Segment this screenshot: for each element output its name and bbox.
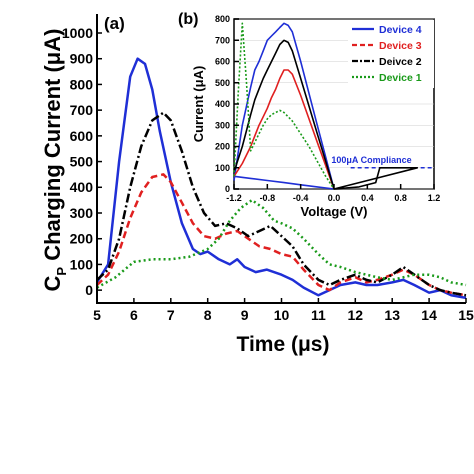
legend-label: Device 1: [379, 72, 422, 84]
y-tick-label: 900: [70, 51, 94, 67]
main-series-group: [95, 57, 467, 300]
compliance-annotation: 100μA Compliance: [331, 155, 411, 165]
y-tick-label: 200: [70, 231, 94, 247]
main-x-ticks: 5 6 7 8 9 10 11 12 13 14 15: [93, 298, 474, 323]
x-tick-label: 5: [93, 307, 101, 323]
inset-y-axis-label: Current (μA): [191, 66, 206, 143]
x-tick-label: 0.4: [361, 193, 374, 203]
x-tick-label: 15: [458, 307, 474, 323]
y-tick-label: 800: [70, 76, 94, 92]
x-tick-label: 10: [274, 307, 290, 323]
x-tick-label: -0.4: [293, 193, 309, 203]
inset-x-axis-label: Voltage (V): [301, 204, 368, 219]
y-tick-label: 100: [70, 256, 94, 272]
y-tick-label: 1000: [62, 25, 93, 41]
x-tick-label: 11: [311, 307, 326, 323]
x-tick-label: 6: [130, 307, 138, 323]
y-tick-label: 300: [70, 205, 94, 221]
series-line-deivce-2: [233, 39, 419, 190]
series-line-device-3: [233, 69, 335, 190]
y-tick-label: 600: [70, 128, 94, 144]
y-tick-label: 800: [215, 14, 230, 24]
y-tick-label: 300: [215, 120, 230, 130]
x-tick-label: 0.0: [328, 193, 341, 203]
main-y-ticks: 0 100 200 300 400 500 600 700 800 900 1000: [62, 25, 102, 298]
y-tick-label: 500: [70, 153, 94, 169]
x-tick-label: -1.2: [226, 193, 242, 203]
x-tick-label: 8: [204, 307, 212, 323]
svg-text:CP Charging Current (μA): CP Charging Current (μA): [40, 29, 69, 292]
x-tick-label: -0.8: [260, 193, 276, 203]
y-tick-label: 100: [215, 163, 230, 173]
y-tick-label: 0: [225, 184, 230, 194]
y-tick-label: 600: [215, 57, 230, 67]
y-tick-label: 500: [215, 78, 230, 88]
panel-a-label: (a): [104, 14, 125, 33]
x-tick-label: 13: [384, 307, 400, 323]
legend-label: Deivce 2: [379, 56, 422, 68]
legend-background: [348, 20, 434, 88]
panel-b-label: (b): [178, 11, 198, 28]
x-tick-label: 7: [167, 307, 175, 323]
inset-series-group: [233, 22, 419, 190]
inset-chart-panel: 100μA Compliance -1.2 -0.8 -0.4 0.0 0.4 0.8 1.…: [178, 11, 440, 219]
main-x-axis-label: Time (μs): [237, 333, 330, 356]
main-y-label-main: C: [40, 275, 65, 291]
x-tick-label: 1.2: [428, 193, 441, 203]
series-line-device-4: [95, 57, 467, 300]
y-tick-label: 400: [215, 99, 230, 109]
main-chart-panel: 5 6 7 8 9 10 11 12 13 14 15 0 100 200 300 400 500 600 700…: [40, 14, 474, 356]
x-tick-label: 0.8: [394, 193, 407, 203]
y-tick-label: 700: [70, 102, 94, 118]
series-line-device-3: [96, 173, 467, 297]
legend-label: Device 4: [379, 24, 422, 36]
x-tick-label: 9: [241, 307, 249, 323]
y-tick-label: 0: [85, 282, 93, 298]
y-tick-label: 200: [215, 142, 230, 152]
inset-x-ticks: -1.2 -0.8 -0.4 0.0 0.4 0.8 1.2: [226, 184, 440, 203]
inset-y-ticks: 0 100 200 300 400 500 600 700 800: [215, 14, 239, 194]
inset-legend: Device 4 Device 3 Deivce 2 Device 1: [348, 20, 434, 88]
series-line-device-4: [233, 22, 335, 190]
series-line-device-1: [233, 22, 335, 190]
legend-label: Device 3: [379, 40, 422, 52]
main-y-axis-label: CP Charging Current (μA): [40, 29, 69, 292]
series-line-deivce-2: [96, 111, 467, 297]
x-tick-label: 12: [348, 307, 364, 323]
y-tick-label: 400: [70, 179, 94, 195]
x-tick-label: 14: [421, 307, 437, 323]
main-y-label-rest: Charging Current (μA): [40, 29, 65, 267]
main-y-label-sub: P: [54, 267, 69, 276]
y-tick-label: 700: [215, 35, 230, 45]
